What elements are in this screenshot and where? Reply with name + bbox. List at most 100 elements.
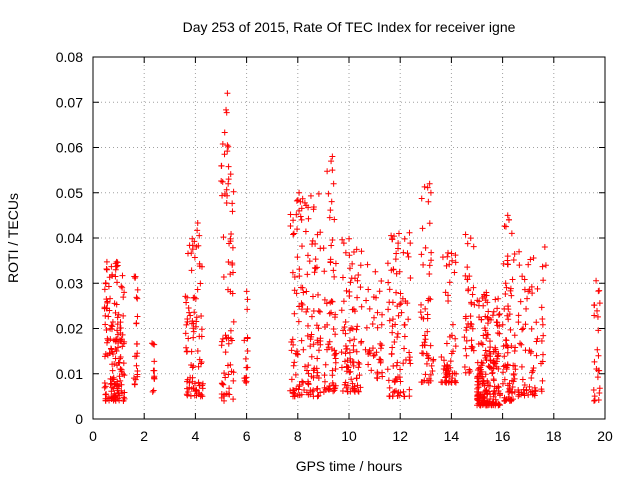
data-point xyxy=(223,199,230,206)
data-point xyxy=(340,240,347,247)
data-point xyxy=(198,391,205,398)
data-point xyxy=(446,279,453,286)
data-point xyxy=(480,332,487,339)
data-point xyxy=(422,305,429,312)
data-point xyxy=(489,312,496,319)
data-point xyxy=(388,351,395,358)
data-point xyxy=(218,342,225,349)
data-point xyxy=(314,369,321,376)
data-point xyxy=(304,332,311,339)
data-point xyxy=(304,252,311,259)
data-point xyxy=(183,344,190,351)
data-point xyxy=(440,366,447,373)
data-point xyxy=(484,331,491,338)
data-point xyxy=(394,392,401,399)
data-point xyxy=(355,272,362,279)
data-point xyxy=(116,359,123,366)
data-point xyxy=(447,358,454,365)
data-point xyxy=(594,307,601,314)
data-point xyxy=(114,327,121,334)
data-point xyxy=(314,355,321,362)
data-point xyxy=(354,277,361,284)
data-point xyxy=(401,393,408,400)
data-point xyxy=(377,340,384,347)
data-point xyxy=(528,374,535,381)
data-point xyxy=(486,388,493,395)
data-point xyxy=(221,190,228,197)
data-point xyxy=(329,372,336,379)
data-point xyxy=(133,340,140,347)
data-point xyxy=(495,311,502,318)
data-point xyxy=(425,379,432,386)
data-point xyxy=(354,323,361,330)
data-point xyxy=(315,347,322,354)
data-point xyxy=(591,302,598,309)
data-point xyxy=(487,357,494,364)
data-point xyxy=(218,162,225,169)
x-tick-label: 0 xyxy=(89,428,97,444)
data-point xyxy=(321,378,328,385)
data-point xyxy=(103,339,110,346)
data-point xyxy=(539,315,546,322)
data-point xyxy=(496,330,503,337)
data-point xyxy=(538,386,545,393)
data-point xyxy=(467,235,474,242)
data-point xyxy=(400,249,407,256)
y-tick-label: 0.05 xyxy=(56,185,83,201)
data-point xyxy=(396,268,403,275)
data-point xyxy=(314,337,321,344)
data-point xyxy=(196,382,203,389)
data-point xyxy=(242,375,249,382)
data-point xyxy=(596,389,603,396)
data-point xyxy=(305,378,312,385)
data-point xyxy=(507,396,514,403)
data-point xyxy=(321,296,328,303)
data-point xyxy=(379,311,386,318)
data-point xyxy=(523,305,530,312)
data-point xyxy=(354,294,361,301)
data-point xyxy=(230,188,237,195)
data-point xyxy=(112,336,119,343)
data-point xyxy=(441,357,448,364)
data-point xyxy=(303,308,310,315)
data-point xyxy=(515,386,522,393)
data-point xyxy=(117,329,124,336)
data-point xyxy=(229,208,236,215)
data-point xyxy=(530,364,537,371)
data-point xyxy=(504,212,511,219)
data-point xyxy=(496,401,503,408)
data-point xyxy=(305,362,312,369)
data-point xyxy=(326,214,333,221)
data-point xyxy=(296,273,303,280)
data-point xyxy=(510,370,517,377)
data-point xyxy=(287,223,294,230)
data-point xyxy=(595,327,602,334)
data-point xyxy=(389,299,396,306)
data-point xyxy=(385,279,392,286)
data-point xyxy=(391,339,398,346)
data-point xyxy=(452,259,459,266)
data-point xyxy=(490,365,497,372)
data-point xyxy=(485,379,492,386)
data-point xyxy=(225,258,232,265)
data-point xyxy=(339,387,346,394)
data-point xyxy=(291,310,298,317)
y-axis-label: ROTI / TECUs xyxy=(5,193,21,283)
data-point xyxy=(502,223,509,230)
data-point xyxy=(356,372,363,379)
data-point xyxy=(522,321,529,328)
data-point xyxy=(229,244,236,251)
data-point xyxy=(230,318,237,325)
data-point xyxy=(407,240,414,247)
data-point xyxy=(424,184,431,191)
data-point xyxy=(507,326,514,333)
data-point xyxy=(502,291,509,298)
data-point xyxy=(482,371,489,378)
data-point xyxy=(467,320,474,327)
data-point xyxy=(490,308,497,315)
data-point xyxy=(596,385,603,392)
data-point xyxy=(505,388,512,395)
data-point xyxy=(325,344,332,351)
data-point xyxy=(405,253,412,260)
data-point xyxy=(310,341,317,348)
